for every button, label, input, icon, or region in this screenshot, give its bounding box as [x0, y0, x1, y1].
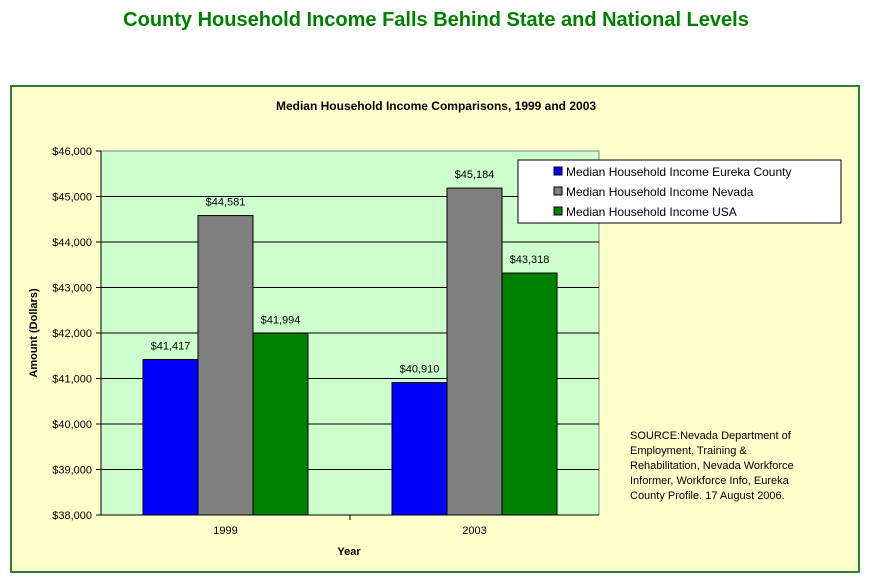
source-note: SOURCE:Nevada Department of Employment, T… — [630, 430, 794, 502]
y-tick-label: $44,000 — [52, 237, 92, 249]
y-tick-label: $41,000 — [52, 374, 92, 386]
source-line: SOURCE:Nevada Department of — [630, 430, 792, 442]
bar — [391, 382, 448, 516]
legend-entry: Median Household Income Nevada — [566, 185, 754, 199]
y-axis-label: Amount (Dollars) — [28, 288, 40, 378]
source-line: Rehabilitation, Nevada Workforce — [630, 460, 794, 472]
bar-data-label: $45,184 — [455, 169, 495, 181]
y-axis-ticks: $38,000 $39,000 $40,000 $41,000 $42,000 $43,0… — [52, 146, 102, 522]
bars — [142, 187, 558, 516]
source-line: Informer, Workforce Info, Eureka — [630, 475, 790, 487]
y-tick-label: $39,000 — [52, 465, 92, 477]
bar-data-label: $41,994 — [261, 314, 301, 326]
x-axis-label: Year — [337, 546, 361, 558]
bar-data-label: $40,910 — [400, 364, 440, 376]
chart-title: Median Household Income Comparisons, 199… — [276, 99, 596, 113]
y-tick-label: $38,000 — [52, 510, 92, 522]
legend-swatch — [553, 186, 563, 196]
x-tick-label: 2003 — [462, 525, 486, 537]
y-tick-label: $42,000 — [52, 328, 92, 340]
bar-data-label: $44,581 — [206, 197, 246, 209]
legend: Median Household Income Eureka County Med… — [517, 159, 842, 224]
bar-data-label: $43,318 — [510, 254, 550, 266]
bar — [142, 359, 199, 516]
legend-box — [517, 159, 842, 224]
bar — [446, 187, 503, 516]
bar-labels: $41,417 $44,581 $41,994 $40,910 $45,184 $43,3… — [151, 169, 550, 375]
legend-entry: Median Household Income Eureka County — [566, 165, 791, 179]
source-line: Employment, Training & — [630, 445, 747, 457]
legend-swatch — [553, 166, 563, 176]
bar — [197, 215, 254, 516]
bar-data-label: $41,417 — [151, 341, 191, 353]
y-tick-label: $46,000 — [52, 146, 92, 158]
y-tick-label: $43,000 — [52, 283, 92, 295]
legend-entry: Median Household Income USA — [566, 205, 737, 219]
legend-swatch — [553, 206, 563, 216]
bar — [252, 332, 309, 516]
x-axis-ticks: 1999 2003 — [101, 514, 599, 537]
y-tick-label: $45,000 — [52, 192, 92, 204]
bar — [501, 272, 558, 516]
x-tick-label: 1999 — [213, 525, 237, 537]
page-title: County Household Income Falls Behind Sta… — [123, 9, 749, 31]
y-tick-label: $40,000 — [52, 419, 92, 431]
source-line: County Profile. 17 August 2006. — [630, 490, 785, 502]
